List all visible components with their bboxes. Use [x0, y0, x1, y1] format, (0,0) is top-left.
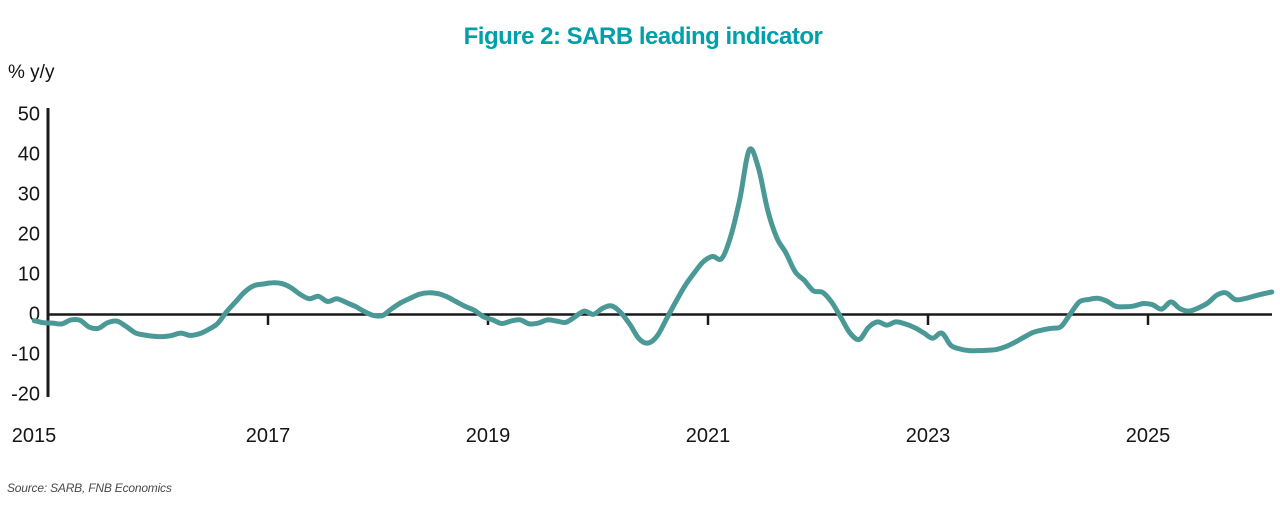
- x-tick-label: 2015: [12, 425, 57, 447]
- series-line-sarb-leading-indicator: [31, 146, 1275, 354]
- y-tick-label: -20: [11, 384, 40, 406]
- x-tick-label: 2017: [246, 425, 291, 447]
- y-tick-label: 40: [18, 144, 40, 166]
- y-tick-label: -10: [11, 344, 40, 366]
- x-axis-ticks: [266, 315, 1150, 325]
- x-tick-label: 2021: [686, 425, 731, 447]
- y-tick-label: 30: [18, 184, 40, 206]
- x-axis-tick-labels: 2015 2017 2019 2021 2023 2025: [12, 425, 1171, 447]
- y-axis-unit-label: % y/y: [8, 62, 55, 83]
- x-tick-label: 2023: [906, 425, 951, 447]
- y-tick-label: 0: [29, 304, 40, 326]
- y-tick-label: 20: [18, 224, 40, 246]
- y-tick-label: 50: [18, 104, 40, 126]
- x-tick-label: 2025: [1126, 425, 1171, 447]
- y-axis-tick-labels: 50 40 30 20 10 0 -10 -20: [11, 104, 40, 406]
- source-note: Source: SARB, FNB Economics: [7, 481, 172, 495]
- y-tick-label: 10: [18, 264, 40, 286]
- x-tick-label: 2019: [466, 425, 511, 447]
- chart-title: Figure 2: SARB leading indicator: [464, 23, 823, 50]
